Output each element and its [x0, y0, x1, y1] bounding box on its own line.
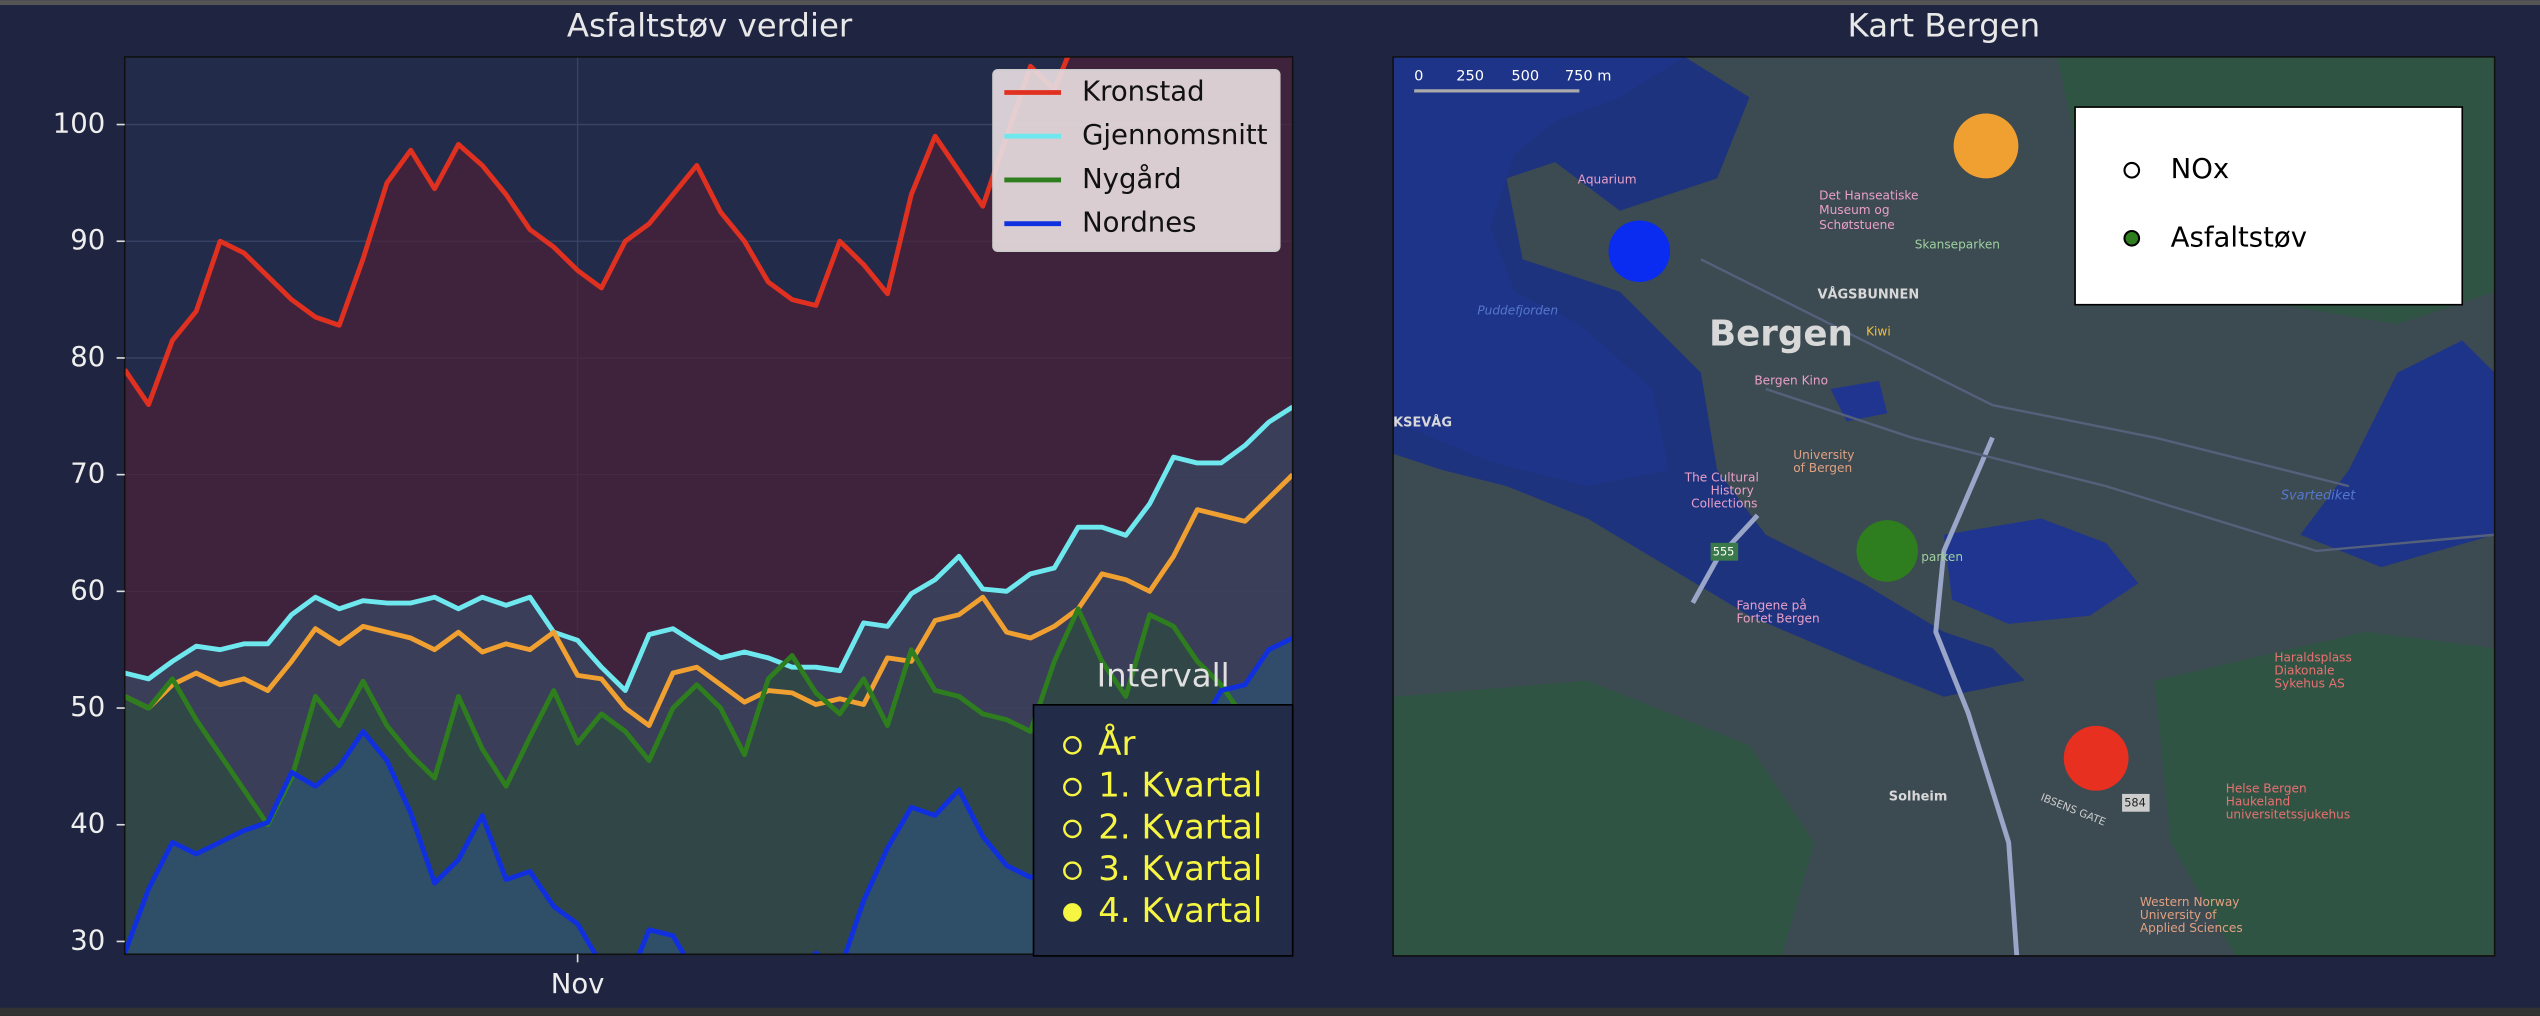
- y-tick-label: 50: [70, 691, 105, 723]
- map-legend-label: Asfaltstøv: [2171, 221, 2307, 253]
- x-tick-label: Nov: [551, 968, 605, 1000]
- legend-label: Gjennomsnitt: [1082, 119, 1268, 151]
- y-tick-label: 60: [70, 574, 105, 606]
- map-forest: [2154, 631, 2495, 956]
- map-label: Museum og: [1819, 203, 1889, 217]
- map-label: KSEVÅG: [1393, 414, 1452, 430]
- map-lake: [1830, 380, 1888, 422]
- map-label: Skanseparken: [1915, 237, 2000, 251]
- radio-button[interactable]: [1063, 736, 1082, 755]
- map-label: Western Norway: [2140, 895, 2240, 909]
- scale-label: 0: [1414, 67, 1423, 84]
- legend-marker: [2123, 161, 2141, 179]
- map-lake: [1943, 518, 2139, 624]
- map-water-label: Svartediket: [2281, 488, 2356, 503]
- map-label: Kiwi: [1866, 325, 1891, 339]
- station-marker[interactable]: [1608, 220, 1671, 283]
- map-label: Aquarium: [1578, 172, 1637, 186]
- y-tick-label: 100: [53, 108, 106, 140]
- map-city-label: Bergen: [1709, 313, 1853, 354]
- road-number: 555: [1713, 545, 1735, 559]
- y-tick-label: 40: [70, 808, 105, 840]
- map-frame: [1392, 56, 2496, 957]
- plot: [124, 56, 1293, 955]
- map-road: [1933, 436, 2020, 957]
- map-label: Det Hanseatiske: [1819, 189, 1918, 203]
- axes: 30 40 50 60 70 80 90 100 Nov: [53, 108, 605, 1001]
- station-marker[interactable]: [1856, 520, 1918, 582]
- map-title: Kart Bergen: [1848, 7, 2041, 45]
- y-tick-label: 70: [70, 458, 105, 490]
- map-label: University: [1793, 448, 1854, 462]
- station-marker[interactable]: [1953, 113, 2019, 179]
- legend-label: Kronstad: [1082, 75, 1204, 107]
- radio-label[interactable]: År: [1098, 723, 1135, 764]
- map-label: Schøtstuene: [1819, 218, 1895, 232]
- station-marker[interactable]: [2063, 725, 2129, 791]
- line: [124, 606, 1293, 828]
- y-tick-label: 80: [70, 341, 105, 373]
- radio-label[interactable]: 1. Kvartal: [1098, 766, 1262, 806]
- line: [124, 56, 1071, 408]
- road-number: 584: [2124, 796, 2146, 810]
- plot-frame: [123, 56, 1294, 956]
- legend-box: [992, 69, 1281, 253]
- map-label: Collections: [1691, 496, 1757, 510]
- interval-title: Intervall: [1097, 656, 1230, 694]
- chart-title: Asfaltstøv verdier: [567, 7, 853, 45]
- legend: Kronstad Gjennomsnitt Nygård Nordnes: [992, 69, 1281, 253]
- radio-label[interactable]: 3. Kvartal: [1098, 849, 1262, 889]
- radio-button[interactable]: [1063, 777, 1082, 797]
- y-tick-label: 30: [70, 924, 105, 956]
- map-road: [1700, 258, 2350, 488]
- map-label: Haukeland: [2226, 795, 2290, 809]
- map-label: Applied Sciences: [2140, 921, 2243, 935]
- legend-marker: [2123, 229, 2141, 247]
- bottom-bar: [0, 1007, 2540, 1016]
- legend-label: Nordnes: [1082, 207, 1196, 239]
- legend-label: Nygård: [1082, 162, 1182, 195]
- area: [124, 638, 1293, 955]
- map-label: parken: [1921, 550, 1963, 564]
- map-label: universitetssjukehus: [2226, 807, 2350, 821]
- map-label: Haraldsplass: [2274, 650, 2351, 664]
- map-forest: [1393, 680, 1815, 956]
- radio-button[interactable]: [1063, 819, 1082, 839]
- map: 0 250 500 750 m Aquarium Det Hanseatiske…: [1392, 56, 2496, 957]
- radio-label[interactable]: 4. Kvartal: [1098, 891, 1262, 931]
- map-label: VÅGSBUNNEN: [1818, 286, 1920, 302]
- map-road: [1765, 387, 2495, 553]
- map-label: The Cultural: [1684, 471, 1759, 485]
- top-border: [0, 0, 2540, 6]
- line: [124, 472, 1293, 728]
- scale-label: 750 m: [1565, 67, 1612, 84]
- map-lake: [2300, 340, 2495, 568]
- map-legend-label: NOx: [2171, 153, 2230, 185]
- map-label: History: [1711, 483, 1754, 497]
- radio-label[interactable]: 2. Kvartal: [1098, 807, 1262, 847]
- map-label: Sykehus AS: [2274, 676, 2345, 690]
- scale-label: 250: [1456, 67, 1484, 84]
- map-water: [1393, 56, 1685, 487]
- scale-label: 500: [1511, 67, 1539, 84]
- radio-button[interactable]: [1063, 903, 1082, 922]
- line: [124, 404, 1293, 693]
- map-label: Fortet Bergen: [1737, 611, 1820, 625]
- map-water-label: Puddefjorden: [1477, 304, 1558, 318]
- road-sign: [2122, 793, 2150, 812]
- y-tick-label: 90: [70, 224, 105, 256]
- map-label: Diakonale: [2274, 663, 2334, 677]
- radio-button[interactable]: [1063, 861, 1082, 881]
- map-label: Solheim: [1889, 790, 1948, 805]
- map-legend-box: [2074, 106, 2464, 306]
- map-label: University of: [2140, 908, 2217, 922]
- map-label: Bergen Kino: [1754, 373, 1828, 387]
- road-sign: [1710, 542, 1739, 561]
- map-label: of Bergen: [1793, 461, 1852, 475]
- map-label: Fangene på: [1737, 599, 1807, 613]
- map-label: Helse Bergen: [2226, 782, 2307, 796]
